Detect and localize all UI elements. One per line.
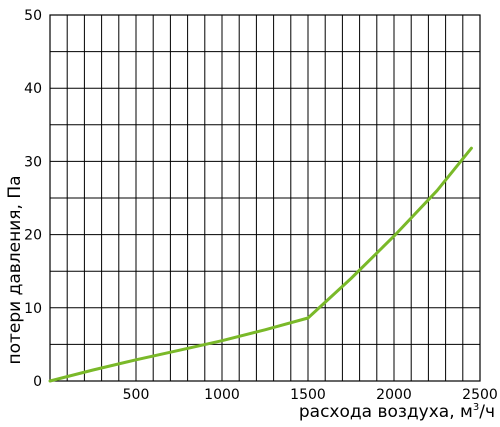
y-tick-label: 40 — [24, 81, 42, 97]
x-axis-title-main: расхода воздуха, м — [299, 402, 473, 422]
x-axis-title: расхода воздуха, м3/ч — [299, 402, 495, 422]
y-tick-label: 30 — [24, 154, 42, 170]
y-tick-label: 20 — [24, 228, 42, 244]
plot-frame — [49, 14, 481, 382]
grid — [50, 15, 480, 381]
x-axis-title-superscript: 3 — [473, 402, 479, 413]
series-layer — [48, 146, 473, 383]
y-tick-label: 50 — [24, 8, 42, 24]
series-line — [48, 146, 473, 383]
x-tick-label: 2500 — [462, 387, 498, 403]
y-axis-title: потери давления, Па — [5, 175, 25, 364]
y-tick-label: 0 — [33, 374, 42, 390]
y-tick-label: 10 — [24, 301, 42, 317]
tick-labels: 0 10 20 30 40 50 500 1000 1500 2000 2500 — [24, 8, 498, 403]
x-tick-label: 1500 — [290, 387, 326, 403]
x-axis-title-tail: /ч — [479, 402, 495, 422]
axes — [49, 14, 481, 382]
x-tick-label: 1000 — [204, 387, 240, 403]
x-tick-label: 2000 — [376, 387, 412, 403]
x-tick-label: 500 — [123, 387, 150, 403]
